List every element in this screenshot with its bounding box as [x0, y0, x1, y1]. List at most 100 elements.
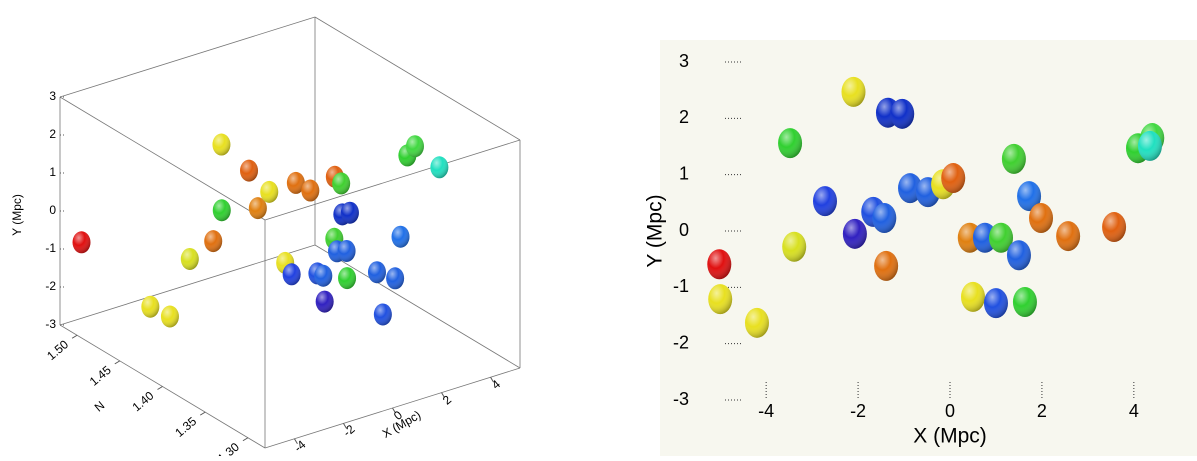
point-shading	[430, 156, 449, 179]
x-tick-label: -2	[340, 422, 357, 440]
z-tick	[114, 360, 121, 365]
z-tick-label: 1.35	[172, 414, 199, 440]
y-tick-label: 2	[679, 107, 689, 127]
y-tick-label: -1	[45, 241, 56, 255]
point-shading	[1102, 212, 1127, 243]
point-shading	[340, 201, 359, 224]
point-shading	[212, 199, 231, 222]
y-axis-label: Y (Mpc)	[10, 194, 24, 236]
x-tick-label: -2	[850, 401, 866, 421]
x-tick-label: 4	[1129, 401, 1139, 421]
z-tick	[199, 411, 206, 416]
box-edge	[59, 244, 316, 326]
x-tick-label: 2	[1037, 401, 1047, 421]
point-shading	[212, 133, 231, 156]
point-shading	[386, 267, 405, 290]
y-tick-label: -2	[45, 279, 56, 293]
point-shading	[812, 186, 837, 217]
point-shading	[391, 225, 410, 248]
y-tick-label: -2	[673, 332, 689, 352]
x-tick-label: 2	[440, 392, 454, 407]
y-tick-label: 1	[679, 163, 689, 183]
x-tick	[343, 423, 347, 429]
x-tick-label: -4	[758, 401, 774, 421]
point-shading	[707, 249, 732, 280]
point-shading	[337, 239, 356, 262]
y-axis-label: Y (Mpc)	[644, 194, 667, 267]
point-shading	[989, 222, 1014, 253]
point-shading	[708, 284, 733, 315]
x-tick-label: 0	[945, 401, 955, 421]
x-axis-label: X (Mpc)	[913, 425, 987, 448]
point-shading	[314, 264, 333, 287]
point-shading	[874, 250, 899, 281]
y-tick-label: -3	[45, 317, 56, 331]
point-shading	[160, 305, 179, 328]
point-shading	[1012, 286, 1037, 317]
point-shading	[1001, 143, 1026, 174]
point-shading	[204, 230, 223, 253]
point-shading	[367, 261, 386, 284]
scatter-plot: -3 -2 -1 0 1 2 3 -4 -2 0 2 4 X (Mpc) Y (Mpc)	[644, 51, 1165, 448]
point-shading	[898, 173, 923, 204]
point-shading	[282, 263, 301, 286]
point-shading	[778, 128, 803, 159]
point-shading	[301, 179, 320, 202]
point-shading	[842, 218, 867, 249]
point-shading	[960, 281, 985, 312]
y-tick-label: -1	[673, 276, 689, 296]
z-tick-label: 1.40	[130, 388, 157, 414]
point-shading	[1137, 130, 1162, 161]
point-shading	[332, 172, 351, 195]
y-tick-label: 3	[49, 89, 56, 103]
y-tick-label: 2	[49, 127, 56, 141]
x-tick	[392, 407, 396, 414]
point-shading	[941, 163, 966, 194]
z-tick-label: 1.45	[87, 363, 114, 389]
x-axis-label: X (Mpc)	[380, 408, 423, 441]
point-shading	[240, 159, 259, 182]
point-shading	[872, 203, 897, 234]
x-tick	[293, 438, 298, 445]
panel-background	[660, 40, 1197, 456]
point-shading	[1017, 181, 1042, 212]
point-shading	[373, 303, 392, 326]
point-shading	[841, 76, 866, 107]
y-tick-label: 0	[49, 203, 56, 217]
y-tick-label: 1	[49, 165, 56, 179]
x-tick-label: -4	[291, 437, 308, 455]
y-tick-label: -3	[673, 389, 689, 409]
z-tick	[242, 437, 249, 442]
z-tick	[71, 334, 78, 339]
z-tick-label: 1.50	[44, 337, 71, 363]
x-tick	[490, 376, 495, 383]
point-shading	[405, 135, 424, 158]
x-tick	[441, 392, 445, 398]
y-tick-label: 0	[679, 220, 689, 240]
z-tick-label: 1.30	[215, 440, 242, 456]
box-edge	[314, 244, 521, 369]
point-shading	[141, 295, 160, 318]
box-edge	[59, 16, 316, 98]
point-shading	[338, 267, 357, 290]
point-shading	[1056, 221, 1081, 252]
box-edge	[59, 96, 266, 221]
point-shading	[286, 171, 305, 194]
box-edge	[314, 16, 521, 141]
x-tick-label: 4	[489, 377, 503, 392]
point-shading	[180, 247, 199, 270]
point-shading	[782, 231, 807, 262]
point-shading	[248, 197, 267, 220]
z-axis-label: N	[92, 398, 108, 414]
y-tick-label: 3	[679, 51, 689, 71]
point-shading	[744, 307, 769, 338]
point-shading	[72, 231, 91, 254]
point-shading	[890, 98, 915, 129]
point-shading	[260, 180, 279, 203]
z-tick	[157, 386, 163, 390]
point-shading	[1029, 203, 1054, 234]
point-shading	[983, 288, 1008, 319]
point-shading	[315, 290, 334, 313]
